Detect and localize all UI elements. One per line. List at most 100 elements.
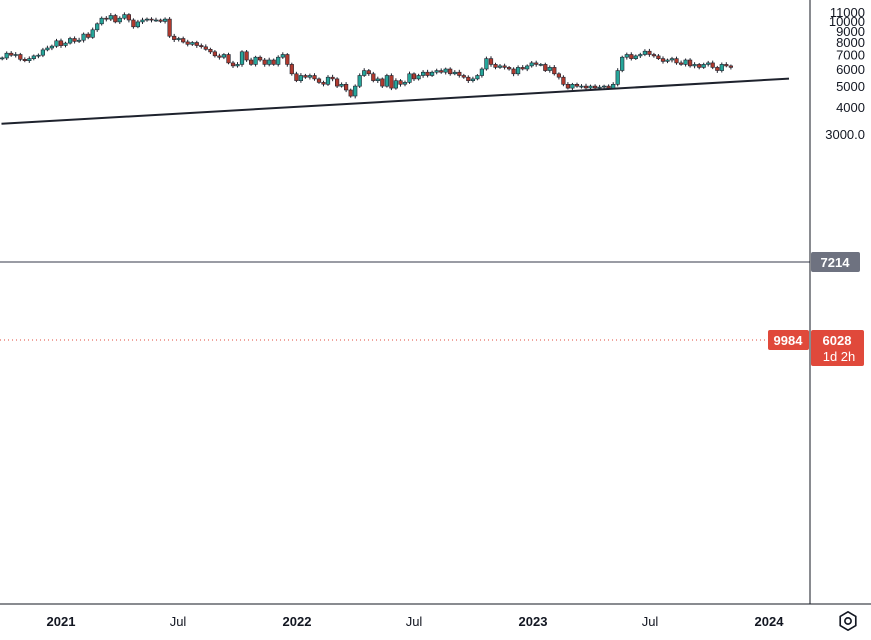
candle xyxy=(312,73,317,81)
candle xyxy=(149,17,154,23)
candle xyxy=(656,54,661,60)
candle xyxy=(547,65,552,73)
candle xyxy=(185,39,190,47)
candle xyxy=(230,60,236,68)
candle xyxy=(257,55,263,62)
candle xyxy=(158,18,163,23)
candle xyxy=(9,51,14,57)
candle xyxy=(624,52,629,60)
y-tick-label-1: 10000 xyxy=(829,14,865,29)
candle xyxy=(18,52,23,62)
x-tick-label-6: 2024 xyxy=(755,614,785,629)
candle xyxy=(538,63,543,67)
candle xyxy=(565,82,570,90)
candle xyxy=(36,53,41,59)
candle xyxy=(54,38,59,48)
candle xyxy=(348,88,353,98)
x-axis-ticks[interactable]: 2021 Jul 2022 Jul 2023 Jul 2024 xyxy=(47,614,785,629)
y-tick-label-3: 8000 xyxy=(836,35,865,50)
candle xyxy=(651,52,656,58)
x-tick-label-1: Jul xyxy=(170,614,187,629)
candle xyxy=(601,84,607,90)
candle xyxy=(235,62,240,68)
candle xyxy=(131,18,136,29)
candle xyxy=(669,56,675,63)
candle xyxy=(683,58,688,67)
candle xyxy=(199,43,204,49)
candle xyxy=(194,40,199,48)
candle xyxy=(181,36,186,44)
candle xyxy=(411,72,417,81)
candle xyxy=(475,74,480,81)
left-value-tag: 9984 xyxy=(768,330,809,350)
candle xyxy=(552,65,557,76)
candle xyxy=(393,78,399,90)
candle xyxy=(452,70,457,76)
x-tick-label-5: Jul xyxy=(642,614,659,629)
candle xyxy=(398,79,403,87)
candle xyxy=(95,22,100,32)
candle xyxy=(633,54,638,60)
candle xyxy=(660,56,666,64)
candle xyxy=(86,32,91,40)
candle xyxy=(642,49,647,57)
candle xyxy=(375,76,380,83)
candle xyxy=(520,65,525,71)
candle xyxy=(31,54,36,61)
candle xyxy=(692,62,697,69)
candle xyxy=(710,60,715,70)
candle xyxy=(113,13,118,24)
candle xyxy=(122,12,127,20)
left-value-tag-label: 9984 xyxy=(774,333,804,348)
last-price-tag: 6028 1d 2h xyxy=(811,330,864,366)
candle xyxy=(244,50,249,62)
candle xyxy=(321,80,326,87)
candle xyxy=(592,84,598,91)
candle xyxy=(63,41,68,48)
candle xyxy=(719,62,724,73)
candle xyxy=(135,19,141,29)
candle xyxy=(77,37,82,43)
candle xyxy=(362,68,367,77)
candle xyxy=(715,65,720,73)
candle xyxy=(570,82,575,91)
candle xyxy=(285,53,290,67)
candle xyxy=(267,57,272,67)
candle xyxy=(434,68,439,75)
candle xyxy=(45,45,50,52)
candle xyxy=(515,65,521,76)
candle xyxy=(343,82,349,93)
candle xyxy=(561,75,566,87)
candle xyxy=(574,82,580,88)
candle xyxy=(402,80,408,87)
candle xyxy=(126,13,131,23)
candle xyxy=(407,71,412,84)
x-tick-label-2: 2022 xyxy=(283,614,312,629)
candle xyxy=(190,41,195,46)
candle xyxy=(303,73,308,79)
candle xyxy=(420,70,426,78)
y-tick-label-8: 3000.0 xyxy=(825,127,865,142)
candle xyxy=(153,17,159,22)
candle xyxy=(144,17,150,22)
candle xyxy=(728,64,733,70)
candle xyxy=(488,56,494,67)
candle xyxy=(203,44,208,51)
candle xyxy=(226,52,231,65)
candle xyxy=(457,69,462,78)
support-trendline[interactable] xyxy=(1,77,790,125)
candle xyxy=(502,63,507,70)
candle xyxy=(140,17,145,24)
candle xyxy=(325,75,331,86)
candle xyxy=(239,50,245,67)
candle xyxy=(371,71,376,83)
candle xyxy=(276,55,281,67)
candle xyxy=(117,16,122,24)
candle xyxy=(706,60,711,67)
candle xyxy=(353,84,358,99)
settings-gear-icon[interactable] xyxy=(837,610,859,632)
bar-countdown-label: 1d 2h xyxy=(823,349,856,364)
candle xyxy=(525,64,530,72)
